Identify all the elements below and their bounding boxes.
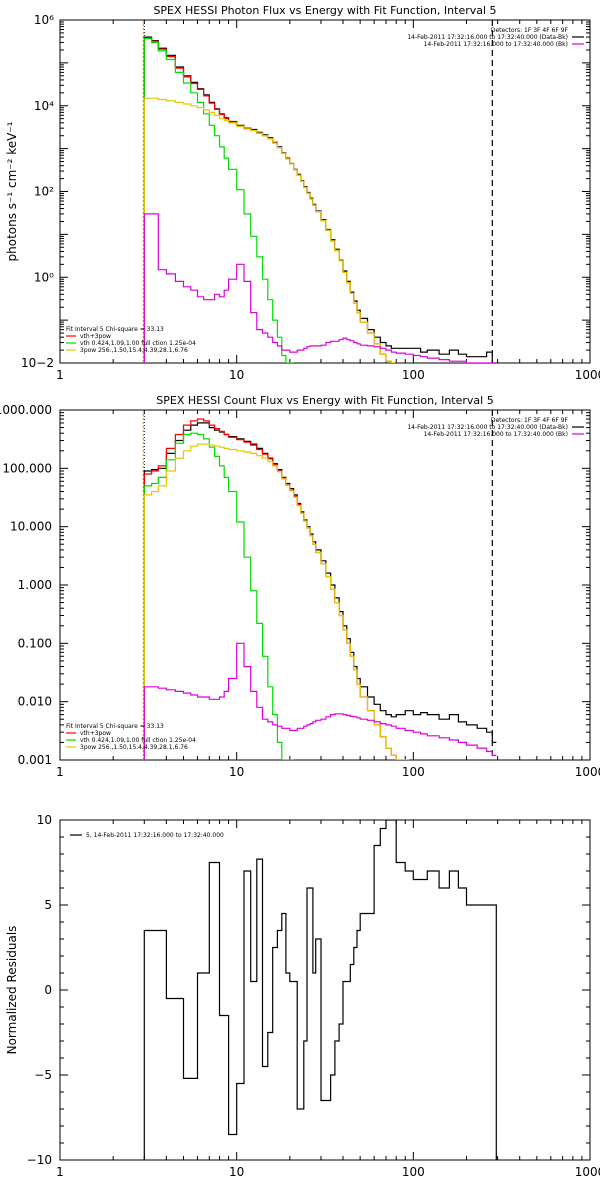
- series-line-4: [143, 213, 497, 363]
- y-tick-label: 10⁴: [34, 99, 54, 113]
- y-axis-label: Normalized Residuals: [5, 926, 19, 1055]
- x-tick-label: 10: [229, 368, 244, 382]
- y-tick-label: 0.100: [18, 636, 52, 650]
- y-tick-label: 5: [44, 898, 52, 912]
- legend-left-entry: Fit Interval 5 Chi-square = 33.13: [66, 723, 164, 730]
- plot-frame: [59, 819, 591, 1161]
- legend-right-entry: 14-Feb-2011 17:32:16.000 to 17:32:40.000…: [407, 34, 568, 41]
- series-group: [143, 418, 497, 760]
- legend-right-entry: 14-Feb-2011 17:32:16.000 to 17:32:40.000…: [407, 424, 568, 431]
- y-tick-label: 100.000: [2, 461, 52, 475]
- y-tick-label: 0.001: [18, 753, 52, 767]
- legend-left-entry: Fit Interval 5 Chi-square = 33.13: [66, 326, 164, 333]
- legend-left-entry: vth 0.424,1.09,1.00 full ction 1.25e-04: [80, 737, 196, 744]
- series-line-0: [143, 820, 497, 1160]
- y-tick-label: −5: [34, 1068, 52, 1082]
- legend-entry: 5, 14-Feb-2011 17:32:16.000 to 17:32:40.…: [86, 832, 224, 839]
- legend-left-entry: vth+3pow: [80, 333, 111, 340]
- series-line-3: [143, 97, 396, 363]
- x-tick-label: 100: [402, 765, 425, 779]
- x-tick-label: 10: [229, 1165, 244, 1179]
- x-tick-label: 1: [56, 1165, 64, 1179]
- legend-right-entry: 14-Feb-2011 17:32:16.000 to 17:32:40.000…: [424, 41, 568, 48]
- x-tick-label: 100: [402, 368, 425, 382]
- chart-title: SPEX HESSI Count Flux vs Energy with Fit…: [156, 394, 493, 407]
- plot-frame: [59, 19, 591, 364]
- y-tick-label: 1000.000: [0, 403, 52, 417]
- series-line-0: [143, 422, 497, 760]
- x-tick-label: 1000: [575, 765, 600, 779]
- chart-title: SPEX HESSI Photon Flux vs Energy with Fi…: [153, 4, 496, 17]
- legend-left-entry: 3pow 256.,1.50,15.4,4.39,28.1,6.76: [80, 744, 188, 751]
- y-tick-label: 10⁰: [34, 270, 54, 284]
- series-line-2: [143, 37, 294, 363]
- series-line-3: [143, 443, 410, 760]
- legend-left-entry: 3pow 256.,1.50,15.4,4.39,28.1,6.76: [80, 347, 188, 354]
- series-group: [143, 36, 497, 363]
- y-tick-label: 10: [37, 813, 52, 827]
- series-line-4: [143, 642, 497, 760]
- x-tick-label: 10: [229, 765, 244, 779]
- y-axis-label: photons s⁻¹ cm⁻² keV⁻¹: [5, 121, 19, 261]
- x-tick-label: 1: [56, 368, 64, 382]
- y-tick-label: 10⁶: [34, 13, 54, 27]
- x-tick-label: 1: [56, 765, 64, 779]
- y-tick-label: 1.000: [18, 578, 52, 592]
- y-tick-label: 0.010: [18, 695, 52, 709]
- legend-right-entry: Detectors: 1F 3F 4F 6F 9F: [491, 417, 569, 424]
- y-tick-label: 10−2: [21, 356, 54, 370]
- legend-left-entry: vth 0.424,1.09,1.00 full ction 1.25e-04: [80, 340, 196, 347]
- x-tick-label: 1000: [575, 1165, 600, 1179]
- legend-left-entry: vth+3pow: [80, 730, 111, 737]
- x-tick-label: 100: [402, 1165, 425, 1179]
- series-group: [143, 820, 497, 1160]
- x-tick-label: 1000: [575, 368, 600, 382]
- y-tick-label: 10.000: [10, 520, 52, 534]
- y-tick-label: 10²: [34, 185, 54, 199]
- y-tick-label: 0: [44, 983, 52, 997]
- series-line-1: [143, 418, 410, 760]
- legend-right-entry: Detectors: 1F 3F 4F 6F 9F: [491, 27, 569, 34]
- y-tick-label: −10: [27, 1153, 52, 1167]
- series-line-1: [143, 37, 396, 363]
- legend-right-entry: 14-Feb-2011 17:32:16.000 to 17:32:40.000…: [424, 431, 568, 438]
- plot-frame: [59, 409, 591, 761]
